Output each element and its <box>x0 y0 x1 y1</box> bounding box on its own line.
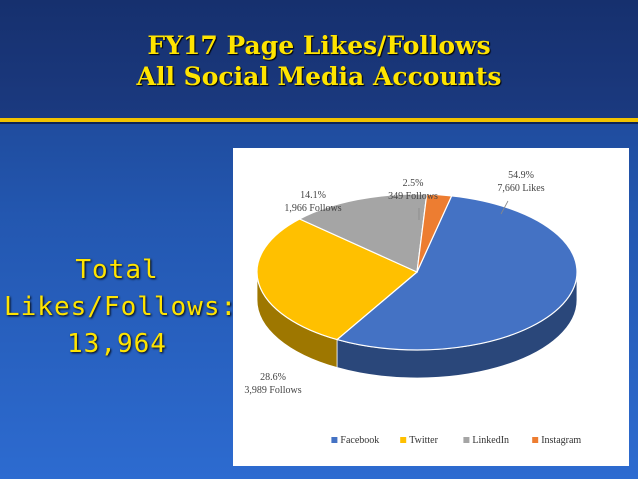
total-sublabel: Likes/Follows: <box>4 292 238 322</box>
legend-label-instagram: Instagram <box>541 435 581 446</box>
data-label-percent-linkedin: 14.1% <box>300 190 326 201</box>
pie-chart: 54.9% 7,660 Likes 28.6% 3,989 Follows 14.1% 1… <box>244 170 581 446</box>
data-label-percent-twitter: 28.6% <box>260 372 286 383</box>
pie-slice-twitter <box>256 218 419 341</box>
data-label-detail-facebook: 7,660 Likes <box>497 183 544 194</box>
data-label-detail-twitter: 3,989 Follows <box>244 385 301 396</box>
pie-slice-facebook <box>335 195 578 351</box>
slide-title-line-1: FY17 Page Likes/Follows <box>147 31 491 60</box>
total-value: 13,964 <box>67 329 167 359</box>
header-divider <box>0 122 638 124</box>
total-label: Total <box>75 255 159 285</box>
legend-label-facebook: Facebook <box>340 435 379 446</box>
pie-slice-linkedin <box>298 193 428 273</box>
legend-label-twitter: Twitter <box>409 435 438 446</box>
data-label-detail-instagram: 349 Follows <box>388 191 438 202</box>
leader-lines <box>418 200 509 220</box>
total-callout: Total Likes/Follows: 13,964 <box>4 252 238 363</box>
header-band <box>0 0 638 118</box>
slide-title-line-2: All Social Media Accounts <box>136 62 502 91</box>
legend-swatch-instagram <box>532 437 539 443</box>
header-accent-stripe <box>0 118 638 122</box>
data-label-detail-linkedin: 1,966 Follows <box>284 203 341 214</box>
legend-swatch-linkedin <box>463 437 470 443</box>
data-label-percent-facebook: 54.9% <box>508 170 534 181</box>
data-label-percent-instagram: 2.5% <box>403 178 424 189</box>
pie-slice-instagram <box>416 193 453 273</box>
chart-legend: Facebook Twitter LinkedIn Instagram <box>331 435 581 446</box>
pie-slice-tops <box>256 193 578 351</box>
leader-line-facebook <box>500 200 509 215</box>
legend-label-linkedin: LinkedIn <box>472 435 509 446</box>
legend-swatch-facebook <box>331 437 338 443</box>
slide-title: FY17 Page Likes/Follows All Social Media… <box>0 30 638 92</box>
data-labels: 54.9% 7,660 Likes 28.6% 3,989 Follows 14.1% 1… <box>244 170 544 396</box>
legend-swatch-twitter <box>400 437 407 443</box>
chart-panel: 54.9% 7,660 Likes 28.6% 3,989 Follows 14.1% 1… <box>233 148 629 466</box>
